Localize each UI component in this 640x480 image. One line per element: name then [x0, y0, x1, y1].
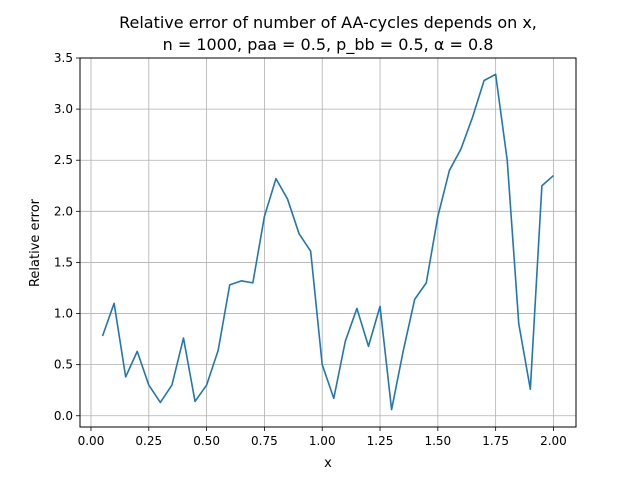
x-tick-label: 0.50: [193, 434, 220, 448]
data-point: [252, 282, 254, 284]
data-point: [287, 198, 289, 200]
chart-title-line-2: n = 1000, paa = 0.5, p_bb = 0.5, α = 0.8: [163, 35, 494, 55]
data-point: [263, 215, 265, 217]
data-point: [402, 350, 404, 352]
data-point: [379, 305, 381, 307]
data-point: [275, 178, 277, 180]
data-point: [217, 349, 219, 351]
data-point: [414, 298, 416, 300]
x-tick-label: 1.50: [424, 434, 451, 448]
data-point: [310, 250, 312, 252]
data-point: [437, 215, 439, 217]
y-axis-label: Relative error: [28, 198, 43, 287]
x-tick-label: 1.75: [482, 434, 509, 448]
y-tick-label: 3.0: [54, 102, 73, 116]
y-tick-label: 0.0: [54, 409, 73, 423]
data-point: [518, 323, 520, 325]
data-point: [344, 340, 346, 342]
data-point: [194, 400, 196, 402]
series-line: [101, 73, 554, 411]
plot-frame: [79, 57, 577, 428]
y-tick-label: 1.5: [54, 255, 73, 269]
x-tick-label: 2.00: [540, 434, 567, 448]
y-tick-label: 1.0: [54, 307, 73, 321]
data-point: [171, 384, 173, 386]
data-point: [206, 384, 208, 386]
data-point: [182, 337, 184, 339]
data-point: [356, 307, 358, 309]
data-point: [136, 350, 138, 352]
axis-ticks: 0.00 0.25 0.50 0.75 1.00 1.25 1.50 1.75 2.00 0.0 0…: [54, 51, 567, 448]
data-point: [529, 388, 531, 390]
data-point: [472, 116, 474, 118]
data-point: [159, 401, 161, 403]
data-point: [448, 169, 450, 171]
data-point: [391, 409, 393, 411]
x-axis-label: x: [324, 456, 332, 471]
data-point: [148, 384, 150, 386]
data-point: [495, 73, 497, 75]
data-point: [125, 376, 127, 378]
x-tick-label: 0.75: [251, 434, 278, 448]
data-point: [483, 79, 485, 81]
x-tick-label: 1.25: [367, 434, 394, 448]
data-point: [229, 284, 231, 286]
data-point: [425, 282, 427, 284]
x-tick-label: 0.25: [135, 434, 162, 448]
data-point: [552, 175, 554, 177]
data-point: [541, 185, 543, 187]
y-tick-label: 3.5: [54, 51, 73, 65]
data-point: [333, 397, 335, 399]
series-line-group: [101, 73, 554, 411]
y-tick-label: 2.5: [54, 153, 73, 167]
data-point: [298, 233, 300, 235]
data-point: [240, 280, 242, 282]
y-tick-label: 2.0: [54, 204, 73, 218]
data-point: [113, 302, 115, 304]
data-point: [321, 364, 323, 366]
data-point: [367, 345, 369, 347]
y-tick-label: 0.5: [54, 358, 73, 372]
x-tick-label: 0.00: [78, 434, 105, 448]
x-tick-label: 1.00: [309, 434, 336, 448]
data-point: [506, 159, 508, 161]
data-point: [102, 335, 104, 337]
chart-title-line-1: Relative error of number of AA-cycles de…: [119, 13, 537, 32]
data-point: [460, 148, 462, 150]
